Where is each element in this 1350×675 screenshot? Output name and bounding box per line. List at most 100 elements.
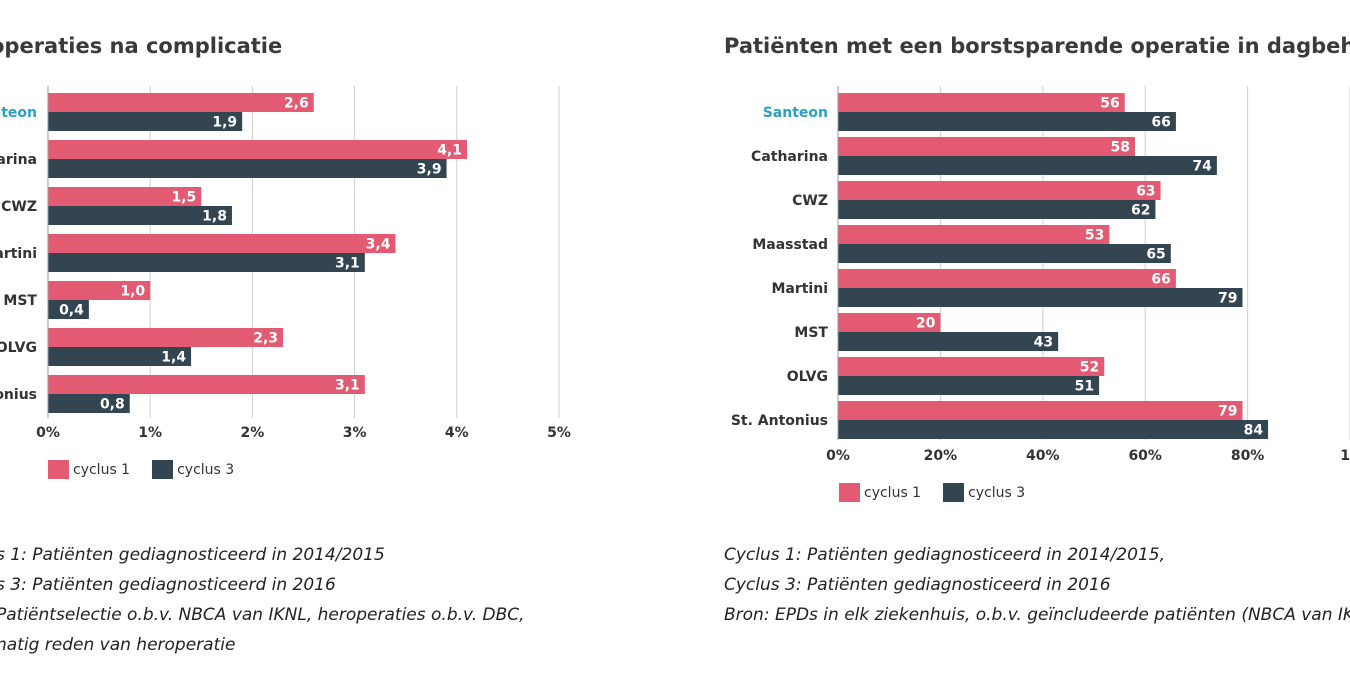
data-label: 2,6 [284, 96, 309, 112]
data-label: 53 [1085, 228, 1104, 244]
data-label: 1,4 [161, 350, 186, 366]
bar-cyclus3 [48, 206, 232, 225]
x-tick-label: 5% [547, 425, 571, 441]
x-tick-label: 20% [924, 448, 958, 464]
left-legend: cyclus 1 cyclus 3 [48, 460, 234, 479]
left-bar-chart: 2,6 1,9 nteon 4,1 3,9 arina 1,5 1,8 CWZ 3,4 3,1 art… [0, 86, 571, 441]
x-tick-label: 0% [36, 425, 60, 441]
data-label: 0,8 [100, 397, 125, 413]
footnote-line: s 1: Patiënten gediagnosticeerd in 2014/… [0, 545, 385, 565]
bar-cyclus1 [838, 225, 1110, 244]
data-label: 52 [1080, 360, 1099, 376]
data-label: 74 [1192, 159, 1212, 175]
bar-cyclus1 [48, 281, 151, 300]
bar-cyclus1 [48, 328, 284, 347]
footnote-line: Cyclus 3: Patiënten gediagnosticeerd in … [724, 575, 1111, 595]
bar-cyclus1 [838, 181, 1161, 200]
legend-label-cyclus3: cyclus 3 [968, 484, 1026, 501]
data-label: 3,1 [335, 256, 360, 272]
data-label: 62 [1131, 203, 1150, 219]
category-label: St. Antonius [731, 413, 828, 429]
x-tick-label: 3% [343, 425, 367, 441]
legend-swatch-cyclus3 [943, 483, 965, 502]
x-tick-label: 2% [241, 425, 265, 441]
right-chart-title: Patiënten met een borstsparende operatie… [724, 34, 1350, 58]
bar-cyclus1 [838, 313, 941, 332]
data-label: 20 [916, 316, 936, 332]
data-label: 3,4 [366, 237, 391, 253]
category-label: onius [0, 387, 37, 403]
category-label: Maasstad [752, 237, 828, 253]
footnote-line: s 3: Patiënten gediagnosticeerd in 2016 [0, 575, 336, 595]
bar-cyclus3 [838, 420, 1269, 439]
category-label: MST [3, 293, 37, 309]
bar-cyclus1 [838, 269, 1176, 288]
footnote-line: natig reden van heroperatie [0, 635, 236, 655]
category-label: arina [0, 152, 37, 168]
data-label: 3,9 [417, 162, 442, 178]
data-label: 1,9 [212, 115, 237, 131]
bar-cyclus3 [838, 376, 1100, 395]
data-label: 43 [1034, 335, 1053, 351]
bar-cyclus1 [838, 93, 1125, 112]
data-label: 79 [1218, 291, 1237, 307]
data-label: 0,4 [59, 303, 84, 319]
category-label: OLVG [0, 340, 37, 356]
bar-cyclus1 [838, 401, 1243, 420]
bar-cyclus1 [838, 137, 1135, 156]
legend-label-cyclus3: cyclus 3 [177, 461, 235, 478]
category-label: Martini [771, 281, 828, 297]
category-label: CWZ [792, 193, 828, 209]
data-label: 84 [1244, 423, 1264, 439]
footnote-line: Cyclus 1: Patiënten gediagnosticeerd in … [724, 545, 1165, 565]
bar-cyclus1 [48, 140, 468, 159]
data-label: 58 [1110, 140, 1129, 156]
category-label: Catharina [751, 149, 828, 165]
legend-swatch-cyclus3 [152, 460, 174, 479]
legend-label-cyclus1: cyclus 1 [864, 484, 922, 501]
category-label: CWZ [1, 199, 37, 215]
footnote-line: Bron: EPDs in elk ziekenhuis, o.b.v. geï… [724, 605, 1350, 625]
bar-cyclus3 [838, 200, 1156, 219]
left-chart-title: operaties na complicatie [0, 34, 283, 58]
data-label: 51 [1075, 379, 1094, 395]
data-label: 2,3 [253, 331, 278, 347]
bar-cyclus1 [48, 187, 202, 206]
x-tick-label: 4% [445, 425, 469, 441]
x-tick-label: 40% [1026, 448, 1060, 464]
bar-cyclus3 [48, 159, 447, 178]
right-footnotes: Cyclus 1: Patiënten gediagnosticeerd in … [724, 540, 1350, 630]
data-label: 63 [1136, 184, 1155, 200]
category-label: OLVG [787, 369, 828, 385]
x-tick-label: 60% [1128, 448, 1162, 464]
category-label: artini [0, 246, 37, 262]
data-label: 66 [1151, 272, 1170, 288]
bar-cyclus1 [838, 357, 1105, 376]
bar-cyclus3 [838, 288, 1243, 307]
data-label: 65 [1146, 247, 1165, 263]
data-label: 3,1 [335, 378, 360, 394]
bar-cyclus3 [838, 112, 1176, 131]
x-tick-label: 80% [1231, 448, 1265, 464]
bar-cyclus1 [48, 234, 396, 253]
data-label: 1,5 [171, 190, 196, 206]
category-label: nteon [0, 105, 37, 121]
right-legend: cyclus 1 cyclus 3 [839, 483, 1025, 502]
bar-cyclus3 [838, 332, 1059, 351]
bar-cyclus3 [838, 244, 1171, 263]
data-label: 79 [1218, 404, 1237, 420]
data-label: 66 [1151, 115, 1170, 131]
legend-swatch-cyclus1 [839, 483, 860, 502]
data-label: 4,1 [437, 143, 462, 159]
x-tick-label: 0% [826, 448, 850, 464]
bar-cyclus1 [48, 375, 365, 394]
data-label: 56 [1100, 96, 1119, 112]
bar-cyclus3 [48, 300, 89, 319]
legend-swatch-cyclus1 [48, 460, 69, 479]
legend-label-cyclus1: cyclus 1 [73, 461, 131, 478]
bar-cyclus3 [48, 112, 243, 131]
bar-cyclus3 [48, 253, 365, 272]
x-tick-label: 10 [1340, 448, 1350, 464]
category-label: Santeon [763, 105, 828, 121]
bar-cyclus1 [48, 93, 314, 112]
